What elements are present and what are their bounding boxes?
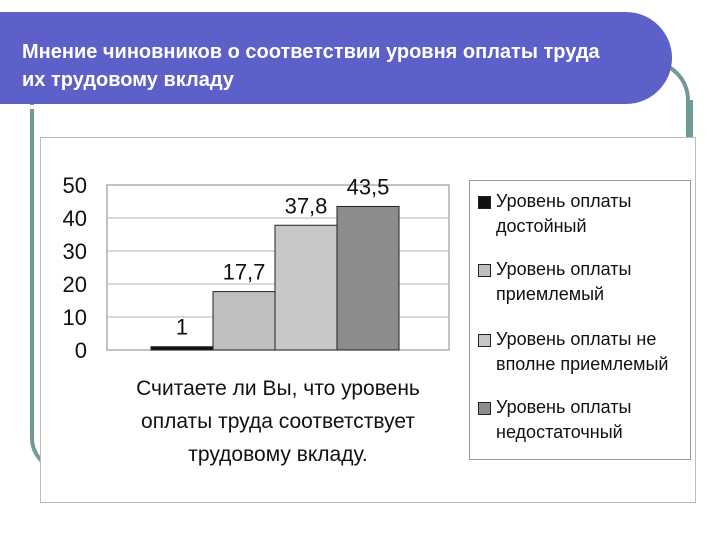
legend-swatch [478, 264, 491, 277]
legend-label-line: достойный [496, 216, 587, 236]
bar [150, 346, 214, 351]
legend-label-line: приемлемый [496, 284, 605, 304]
x-axis-label: трудовому вкладу. [188, 443, 367, 466]
y-tick-label: 30 [63, 239, 87, 264]
legend-swatch [478, 402, 491, 415]
bar [336, 205, 400, 351]
x-axis-label: оплаты труда соответствует [141, 410, 415, 433]
y-tick-label: 0 [75, 338, 87, 363]
legend-label-line: Уровень оплаты [496, 259, 632, 279]
legend-label: Уровень оплаты не вполне приемлемый [496, 327, 686, 377]
data-label: 17,7 [223, 260, 266, 285]
legend-swatch [478, 196, 491, 209]
legend-label: Уровень оплаты приемлемый [496, 257, 686, 307]
bar [274, 224, 338, 351]
y-tick-label: 10 [63, 305, 87, 330]
chart-legend: Уровень оплаты достойный Уровень оплаты при… [469, 180, 691, 460]
title-underline [0, 105, 640, 109]
slide-title: Мнение чиновников о соответствии уровня … [22, 41, 600, 91]
data-label: 37,8 [285, 193, 328, 218]
data-label: 1 [176, 315, 188, 340]
legend-label: Уровень оплаты недостаточный [496, 395, 686, 445]
title-banner: Мнение чиновников о соответствии уровня … [0, 12, 672, 109]
legend-label-line: недостаточный [496, 422, 623, 442]
legend-label-line: Уровень оплаты [496, 191, 632, 211]
data-label: 43,5 [347, 174, 390, 199]
legend-swatch [478, 334, 491, 347]
legend-label-line: Уровень оплаты [496, 397, 632, 417]
chart-panel: 0 10 20 30 40 50 1 17,7 37,8 43,5 Считаете ли Вы, … [40, 137, 696, 503]
y-tick-label: 40 [63, 206, 87, 231]
bar [212, 291, 276, 351]
bar-chart: 0 10 20 30 40 50 1 17,7 37,8 43,5 Считаете ли Вы, … [63, 173, 450, 466]
legend-label-line: вполне приемлемый [496, 354, 669, 374]
x-axis-label: Считаете ли Вы, что уровень [136, 377, 420, 400]
legend-label-line: Уровень оплаты не [496, 329, 657, 349]
y-tick-label: 20 [63, 272, 87, 297]
legend-label: Уровень оплаты достойный [496, 189, 686, 239]
y-tick-label: 50 [63, 173, 87, 198]
